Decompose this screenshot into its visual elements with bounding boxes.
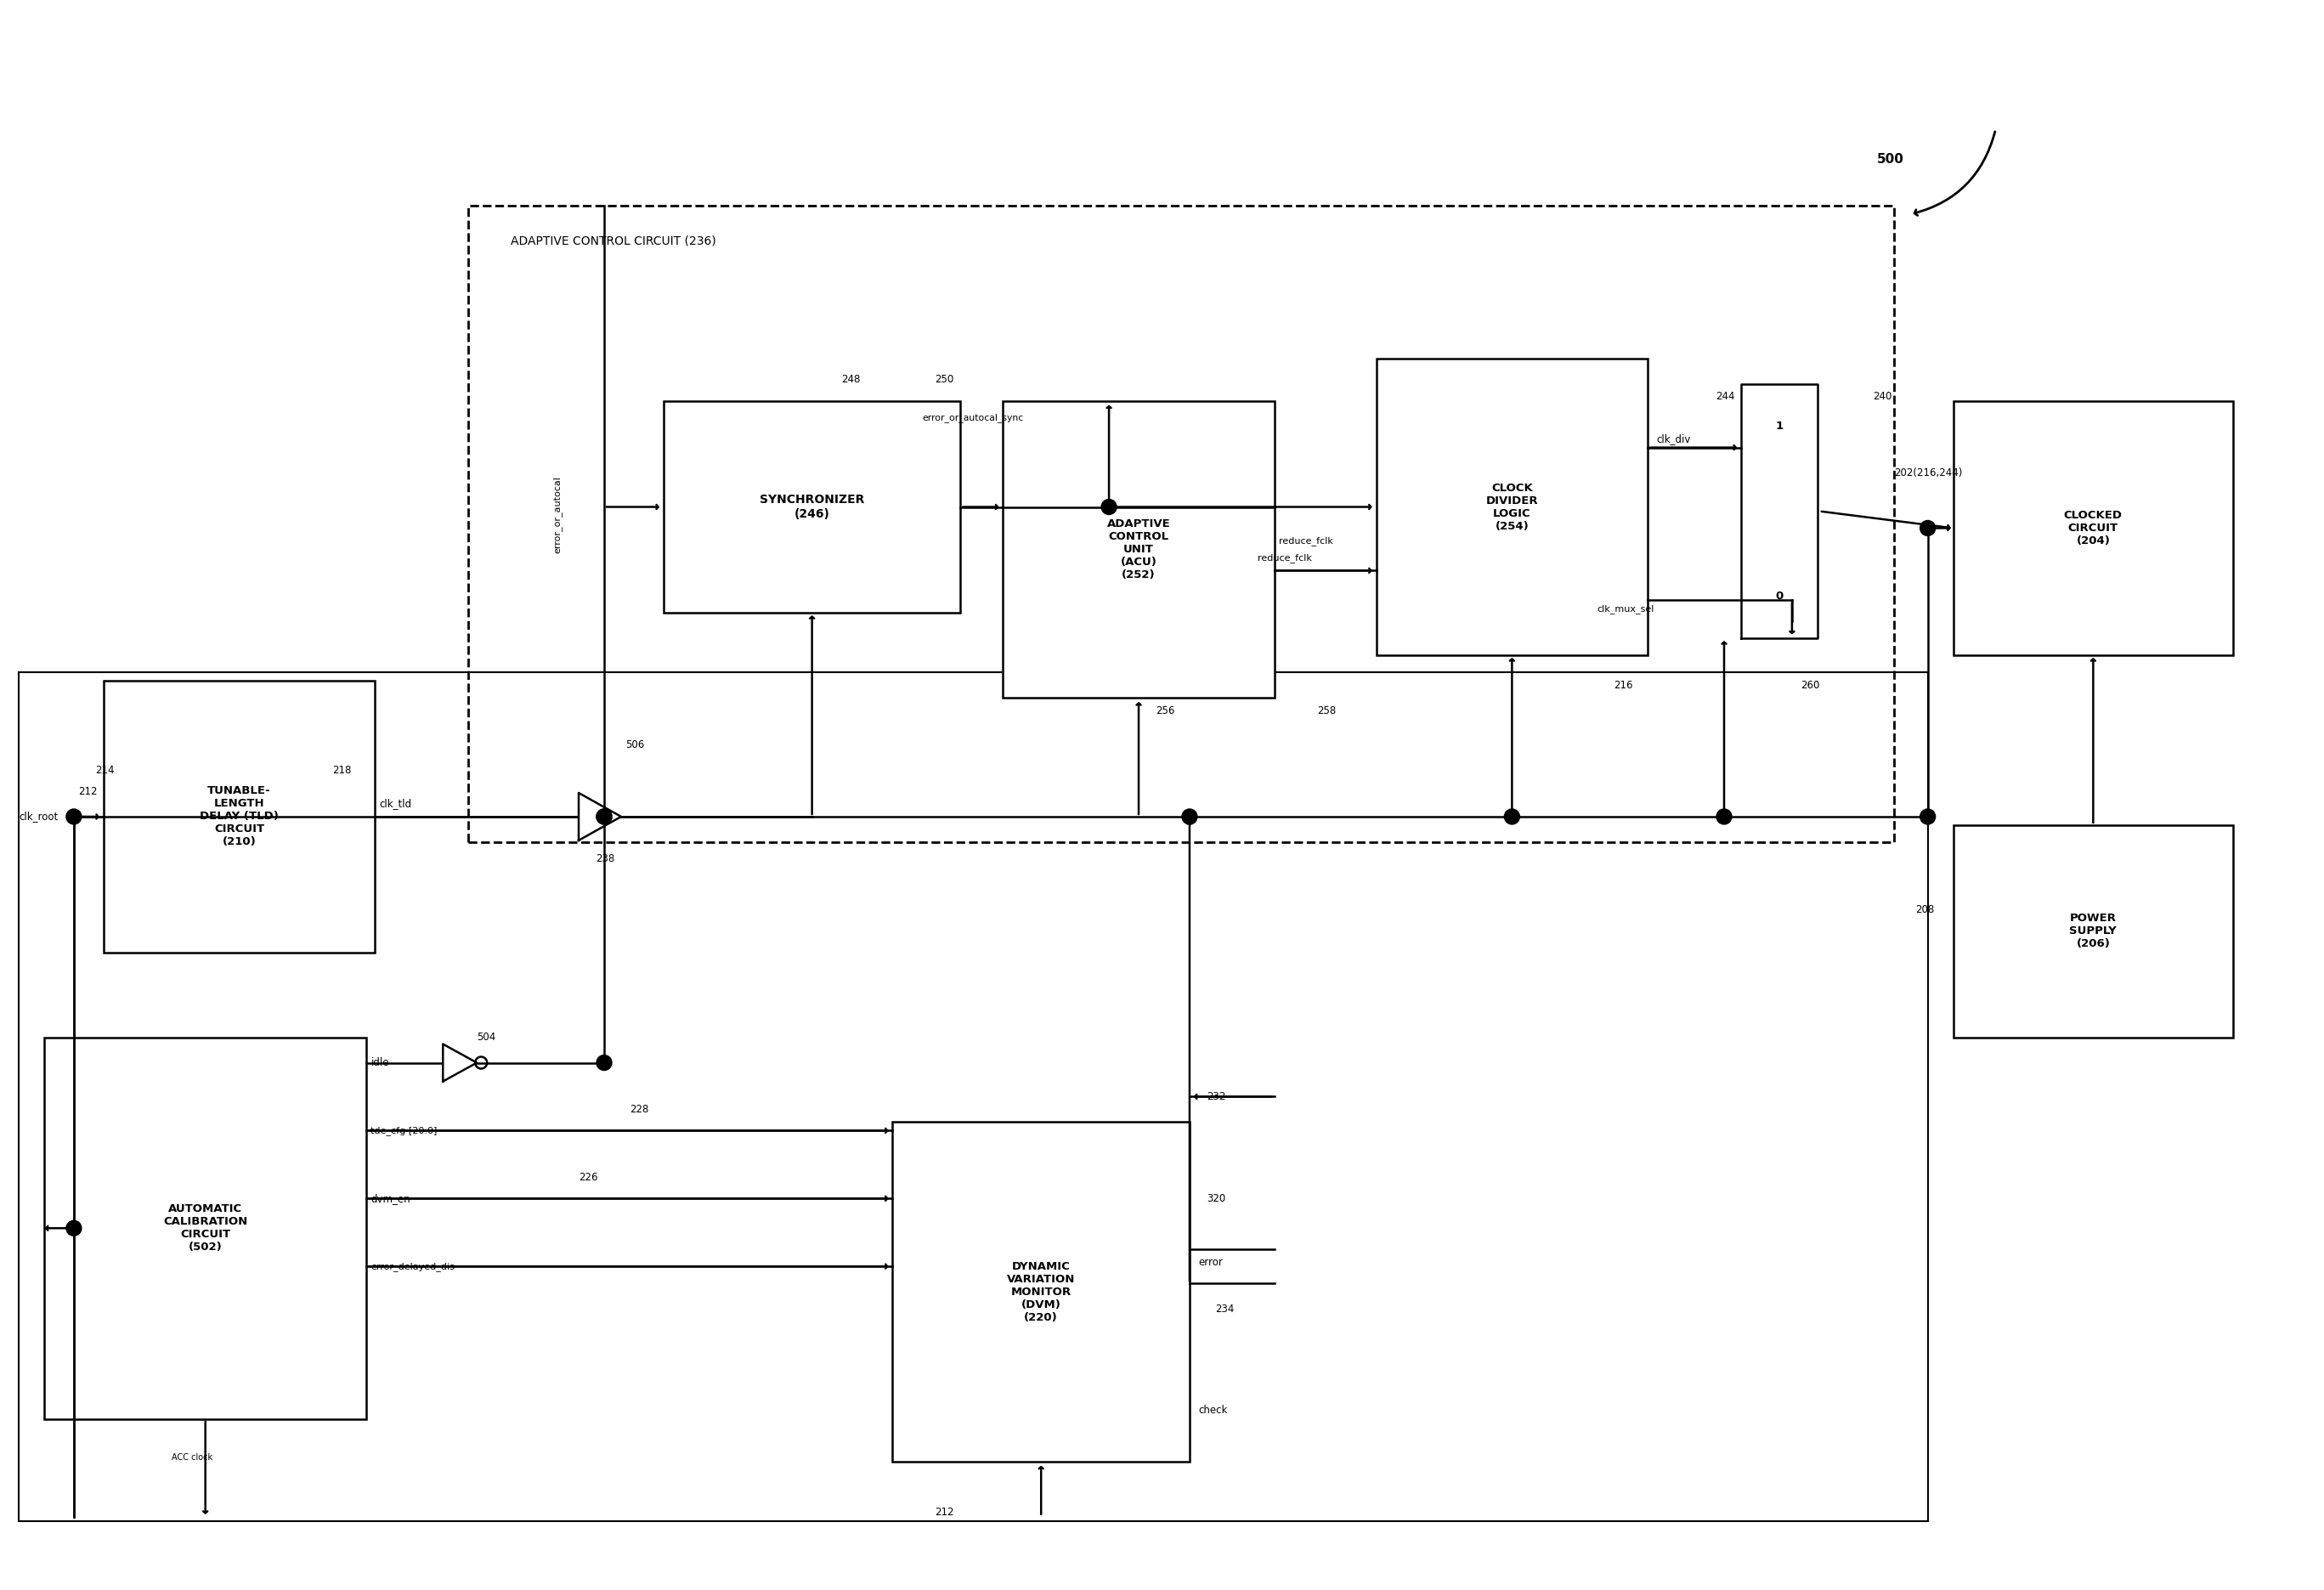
Text: ACC clock: ACC clock (172, 1453, 211, 1461)
Text: clk_root: clk_root (19, 811, 58, 822)
Text: tde_cfg [20:0]: tde_cfg [20:0] (372, 1126, 437, 1135)
Text: error_or_autocal_sync: error_or_autocal_sync (923, 413, 1025, 423)
Text: 1: 1 (1776, 421, 1783, 432)
FancyBboxPatch shape (892, 1123, 1190, 1461)
Text: 248: 248 (841, 374, 860, 385)
Text: AUTOMATIC
CALIBRATION
CIRCUIT
(502): AUTOMATIC CALIBRATION CIRCUIT (502) (163, 1204, 249, 1253)
Text: POWER
SUPPLY
(206): POWER SUPPLY (206) (2068, 913, 2117, 949)
Text: 232: 232 (1206, 1091, 1225, 1102)
Circle shape (1504, 809, 1520, 824)
FancyBboxPatch shape (1952, 401, 2233, 655)
Polygon shape (444, 1045, 476, 1081)
Text: 258: 258 (1318, 704, 1336, 716)
Text: clk_mux_sel: clk_mux_sel (1597, 604, 1655, 614)
Circle shape (1920, 520, 1936, 536)
Circle shape (65, 1221, 81, 1235)
Text: ADAPTIVE CONTROL CIRCUIT (236): ADAPTIVE CONTROL CIRCUIT (236) (511, 235, 716, 248)
Text: 260: 260 (1801, 679, 1820, 690)
Text: reduce_fclk: reduce_fclk (1257, 553, 1311, 563)
Circle shape (65, 809, 81, 824)
Text: 320: 320 (1206, 1192, 1225, 1204)
Text: DYNAMIC
VARIATION
MONITOR
(DVM)
(220): DYNAMIC VARIATION MONITOR (DVM) (220) (1006, 1261, 1076, 1323)
Text: error_delayed_dis: error_delayed_dis (372, 1262, 456, 1270)
FancyBboxPatch shape (1376, 358, 1648, 655)
Text: 214: 214 (95, 765, 114, 776)
Text: 240: 240 (1873, 391, 1892, 402)
Text: 256: 256 (1155, 704, 1174, 716)
Text: check: check (1199, 1406, 1227, 1417)
Text: error: error (1199, 1256, 1222, 1267)
Text: idle: idle (372, 1057, 388, 1068)
Text: CLOCK
DIVIDER
LOGIC
(254): CLOCK DIVIDER LOGIC (254) (1485, 482, 1538, 531)
Text: dvm_en: dvm_en (372, 1192, 411, 1204)
Text: 506: 506 (625, 739, 644, 750)
Circle shape (1717, 809, 1731, 824)
Text: clk_div: clk_div (1657, 434, 1690, 445)
Circle shape (597, 809, 611, 824)
Text: 226: 226 (579, 1172, 597, 1183)
Text: 234: 234 (1215, 1304, 1234, 1315)
Circle shape (597, 809, 611, 824)
Text: ADAPTIVE
CONTROL
UNIT
(ACU)
(252): ADAPTIVE CONTROL UNIT (ACU) (252) (1106, 518, 1171, 580)
FancyBboxPatch shape (44, 1037, 367, 1420)
Text: SYNCHRONIZER
(246): SYNCHRONIZER (246) (760, 494, 865, 520)
Text: 216: 216 (1613, 679, 1634, 690)
FancyBboxPatch shape (1004, 401, 1274, 698)
Circle shape (1183, 809, 1197, 824)
FancyBboxPatch shape (105, 681, 374, 952)
Text: reduce_fclk: reduce_fclk (1278, 536, 1334, 545)
Text: 202(216,244): 202(216,244) (1894, 467, 1961, 479)
Text: TUNABLE-
LENGTH
DELAY (TLD)
CIRCUIT
(210): TUNABLE- LENGTH DELAY (TLD) CIRCUIT (210… (200, 785, 279, 847)
Text: 244: 244 (1715, 391, 1734, 402)
Text: 238: 238 (595, 854, 614, 865)
Text: 218: 218 (332, 765, 351, 776)
Text: CLOCKED
CIRCUIT
(204): CLOCKED CIRCUIT (204) (2064, 510, 2122, 547)
Text: error_or_autocal: error_or_autocal (553, 477, 562, 553)
Circle shape (1920, 809, 1936, 824)
FancyBboxPatch shape (1952, 825, 2233, 1037)
Text: 504: 504 (476, 1032, 495, 1043)
Text: clk_tld: clk_tld (379, 798, 411, 809)
Text: 0: 0 (1776, 590, 1783, 601)
Text: 250: 250 (934, 374, 953, 385)
Polygon shape (1741, 383, 1817, 639)
Text: 208: 208 (1915, 905, 1934, 916)
Polygon shape (579, 793, 621, 841)
FancyBboxPatch shape (665, 401, 960, 614)
Text: 212: 212 (79, 785, 98, 797)
Text: 228: 228 (630, 1103, 648, 1115)
Circle shape (597, 1056, 611, 1070)
Text: 500: 500 (1878, 153, 1903, 165)
Text: 212: 212 (934, 1507, 955, 1518)
Circle shape (1102, 499, 1116, 515)
